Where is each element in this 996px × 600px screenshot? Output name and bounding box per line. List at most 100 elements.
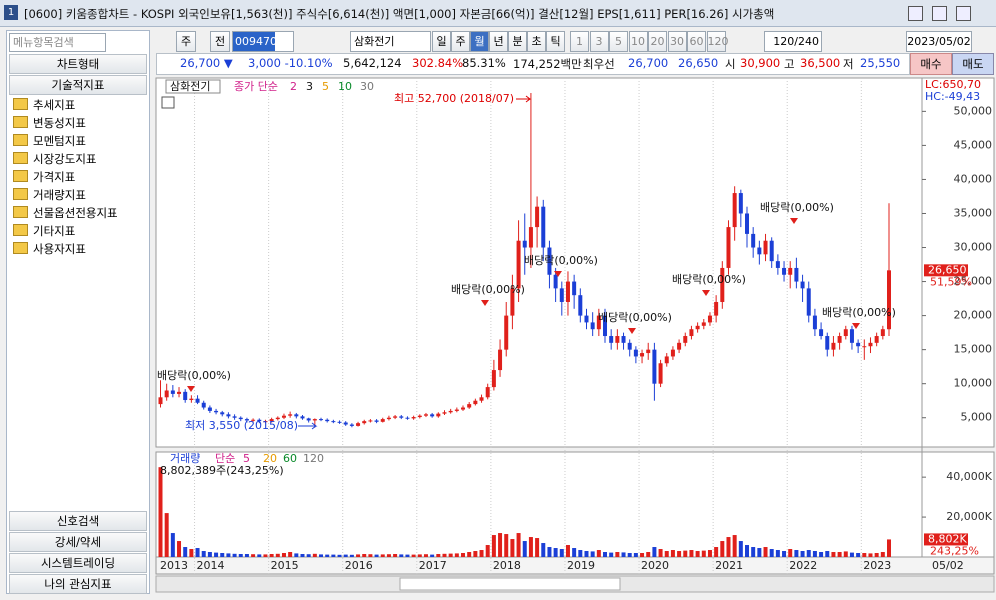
maximize-button[interactable]: [932, 6, 947, 21]
period-button[interactable]: 월: [470, 31, 489, 52]
candle-body: [220, 412, 225, 415]
annotation: 배당락(0,00%): [822, 306, 896, 319]
volume-bar: [251, 554, 256, 557]
scroll-thumb[interactable]: [399, 577, 621, 591]
price-pct: 51,59%: [930, 275, 972, 288]
menu-search[interactable]: 메뉴항목검색: [9, 33, 106, 52]
indicator-folder[interactable]: 변동성지표: [13, 115, 86, 131]
volume-bar: [714, 547, 719, 557]
candle-body: [170, 390, 175, 394]
candle-body: [275, 417, 280, 420]
period-button[interactable]: 일: [432, 31, 451, 52]
indicator-folder[interactable]: 시장강도지표: [13, 151, 96, 167]
interval-button[interactable]: 20: [648, 31, 667, 52]
sidebar-button[interactable]: 신호검색: [9, 511, 147, 531]
minimize-button[interactable]: [908, 6, 923, 21]
indicator-folder[interactable]: 모멘텀지표: [13, 133, 86, 149]
interval-button[interactable]: 30: [667, 31, 687, 52]
volume-bar: [843, 551, 848, 557]
candle-body: [646, 349, 651, 354]
volume-bar: [677, 551, 682, 557]
annotation: 배당락(0,00%): [157, 369, 231, 382]
x-tick-label: 2022: [789, 559, 817, 572]
sidebar-button[interactable]: 기술적지표: [9, 75, 147, 95]
candle-body: [442, 412, 447, 414]
volume-bar: [541, 543, 546, 557]
indicator-folder[interactable]: 사용자지표: [13, 241, 86, 257]
volume-bar: [887, 539, 891, 557]
sell-button[interactable]: 매도: [952, 53, 994, 75]
candle-body: [491, 370, 496, 388]
indicator-folder[interactable]: 가격지표: [13, 169, 75, 185]
interval-button[interactable]: 5: [609, 31, 628, 52]
x-tick-label: 2014: [197, 559, 225, 572]
volume-bar: [621, 552, 626, 557]
volume-bar: [368, 554, 373, 557]
candle-body: [775, 261, 780, 268]
volume-bar: [411, 554, 416, 557]
annotation: 배당락(0,00%): [672, 273, 746, 286]
period-button[interactable]: 틱: [546, 31, 565, 52]
interval-button[interactable]: 1: [570, 31, 589, 52]
stock-name[interactable]: 삼화전기: [350, 31, 431, 52]
candle-body: [257, 419, 262, 422]
stock-type[interactable]: 주: [176, 31, 196, 52]
bar-count[interactable]: 120/240: [764, 31, 822, 52]
x-tick-label: 2023: [863, 559, 891, 572]
stock-code[interactable]: 009470: [232, 31, 294, 52]
candle-body: [578, 295, 583, 316]
candle-body: [590, 322, 595, 330]
buy-button[interactable]: 매수: [910, 53, 952, 75]
candle-body: [856, 342, 861, 347]
candle-body: [806, 288, 811, 316]
indicator-folder[interactable]: 거래량지표: [13, 187, 86, 203]
date-field[interactable]: 2023/05/02: [906, 31, 972, 52]
sidebar-button[interactable]: 차트형태: [9, 54, 147, 74]
interval-button[interactable]: 10: [628, 31, 648, 52]
volume-bar: [522, 541, 527, 557]
volume-bar: [745, 545, 750, 557]
volume-tag-box: [924, 533, 968, 546]
interval-button[interactable]: 3: [589, 31, 609, 52]
quote-ratio1: 302.84%: [412, 56, 464, 70]
folder-icon: [13, 170, 28, 182]
candle-body: [843, 329, 848, 337]
x-tick-label: 2015: [271, 559, 299, 572]
candle-body: [714, 301, 719, 316]
indicator-folder[interactable]: 선물옵션전용지표: [13, 205, 118, 221]
folder-label: 시장강도지표: [33, 152, 97, 166]
volume-bar: [763, 547, 768, 557]
period-button[interactable]: 초: [527, 31, 546, 52]
prev-button[interactable]: 전: [210, 31, 230, 52]
sidebar-button[interactable]: 강세/약세: [9, 532, 147, 552]
candle-body: [374, 420, 379, 422]
quote-change: 3,000 -10.10%: [248, 56, 333, 70]
volume-panel: [155, 451, 995, 558]
candle-body: [331, 421, 336, 423]
period-button[interactable]: 분: [508, 31, 527, 52]
quote-open-label: 시: [725, 57, 736, 71]
sidebar-button[interactable]: 시스템트레이딩: [9, 553, 147, 573]
close-button[interactable]: [956, 6, 971, 21]
volume-bar: [263, 554, 268, 557]
candle-body: [633, 349, 638, 357]
sidebar-button[interactable]: 나의 관심지표: [9, 574, 147, 594]
candle-body: [226, 414, 231, 417]
volume-bar: [275, 553, 280, 557]
period-button[interactable]: 주: [451, 31, 470, 52]
indicator-folder[interactable]: 기타지표: [13, 223, 75, 239]
volume-bar: [880, 552, 885, 557]
volume-bar: [695, 551, 700, 557]
settings-icon[interactable]: [161, 96, 175, 109]
interval-button[interactable]: 60: [687, 31, 706, 52]
candle-body: [837, 336, 842, 343]
candle-body: [553, 274, 558, 289]
interval-button[interactable]: 120: [706, 31, 729, 52]
indicator-folder[interactable]: 추세지표: [13, 97, 75, 113]
period-button[interactable]: 년: [489, 31, 508, 52]
x-tick-label: 2018: [493, 559, 521, 572]
volume-bar: [547, 547, 552, 557]
candle-body: [461, 407, 466, 410]
candle-body: [862, 346, 867, 348]
